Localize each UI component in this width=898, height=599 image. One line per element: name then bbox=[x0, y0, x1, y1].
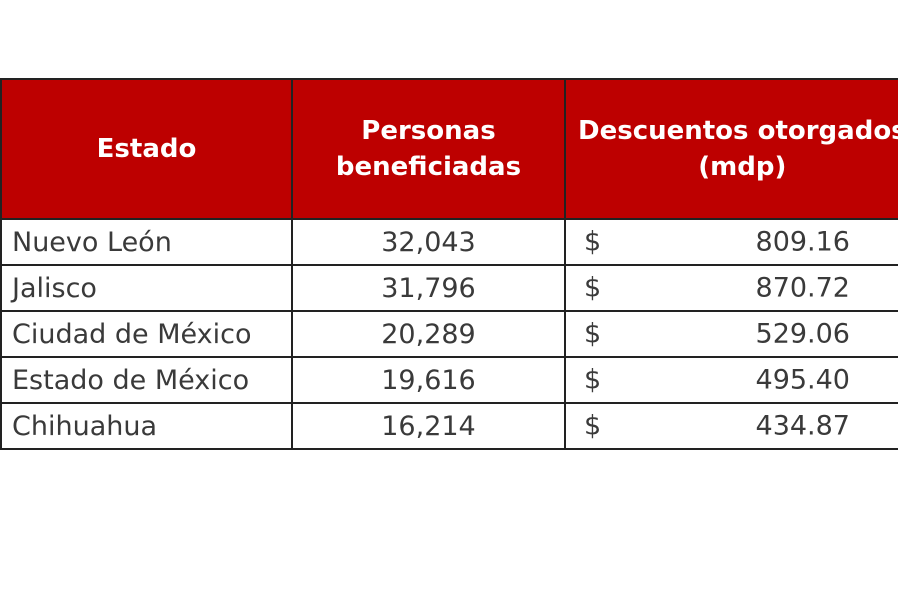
cell-descuentos-amount: 495.40 bbox=[755, 364, 850, 396]
cell-descuentos-amount: 529.06 bbox=[755, 318, 850, 350]
currency-sign: $ bbox=[584, 272, 602, 304]
cell-personas: 32,043 bbox=[291, 218, 566, 266]
cell-descuentos: $ 870.72 bbox=[564, 264, 898, 312]
cell-estado: Ciudad de México bbox=[0, 310, 293, 358]
header-personas-line1: Personas bbox=[361, 116, 496, 146]
beneficiaries-table: Estado Personas beneficiadas Descuentos … bbox=[0, 78, 898, 450]
header-descuentos: Descuentos otorgados (mdp) bbox=[564, 78, 898, 220]
currency-sign: $ bbox=[584, 410, 602, 442]
cell-descuentos-amount: 870.72 bbox=[755, 272, 850, 304]
cell-personas: 19,616 bbox=[291, 356, 566, 404]
cell-personas: 31,796 bbox=[291, 264, 566, 312]
cell-descuentos: $ 809.16 bbox=[564, 218, 898, 266]
cell-personas: 20,289 bbox=[291, 310, 566, 358]
cell-estado: Nuevo León bbox=[0, 218, 293, 266]
table-row: Chihuahua 16,214 $ 434.87 bbox=[0, 402, 898, 450]
header-row: Estado Personas beneficiadas Descuentos … bbox=[0, 78, 898, 220]
table-row: Jalisco 31,796 $ 870.72 bbox=[0, 264, 898, 312]
cell-descuentos: $ 495.40 bbox=[564, 356, 898, 404]
currency-sign: $ bbox=[584, 226, 602, 258]
cell-descuentos: $ 434.87 bbox=[564, 402, 898, 450]
table-header: Estado Personas beneficiadas Descuentos … bbox=[0, 78, 898, 220]
header-personas-line2: beneficiadas bbox=[335, 152, 522, 182]
header-estado: Estado bbox=[0, 78, 293, 220]
cell-estado: Jalisco bbox=[0, 264, 293, 312]
cell-personas: 16,214 bbox=[291, 402, 566, 450]
table-row: Nuevo León 32,043 $ 809.16 bbox=[0, 218, 898, 266]
cell-descuentos-amount: 809.16 bbox=[755, 226, 850, 258]
cell-descuentos: $ 529.06 bbox=[564, 310, 898, 358]
cell-estado: Estado de México bbox=[0, 356, 293, 404]
currency-sign: $ bbox=[584, 318, 602, 350]
cell-estado: Chihuahua bbox=[0, 402, 293, 450]
header-descuentos-line1: Descuentos otorgados bbox=[578, 116, 898, 146]
table-row: Ciudad de México 20,289 $ 529.06 bbox=[0, 310, 898, 358]
header-descuentos-line2: (mdp) bbox=[698, 152, 787, 182]
header-descuentos-text: Descuentos otorgados (mdp) bbox=[578, 113, 898, 185]
cell-descuentos-amount: 434.87 bbox=[755, 410, 850, 442]
header-estado-label: Estado bbox=[96, 134, 197, 164]
data-table-container: Estado Personas beneficiadas Descuentos … bbox=[0, 78, 898, 450]
currency-sign: $ bbox=[584, 364, 602, 396]
table-body: Nuevo León 32,043 $ 809.16 Jalisco 31,79… bbox=[0, 218, 898, 450]
table-row: Estado de México 19,616 $ 495.40 bbox=[0, 356, 898, 404]
header-personas: Personas beneficiadas bbox=[291, 78, 566, 220]
